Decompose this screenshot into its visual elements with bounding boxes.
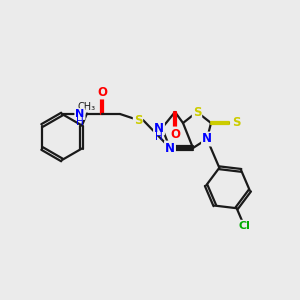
Text: N: N xyxy=(202,133,212,146)
Text: CH₃: CH₃ xyxy=(78,101,96,112)
Text: Cl: Cl xyxy=(238,221,250,231)
Text: H: H xyxy=(155,132,163,142)
Text: N: N xyxy=(165,142,175,154)
Text: N: N xyxy=(75,109,85,119)
Text: S: S xyxy=(193,106,201,118)
Text: O: O xyxy=(97,85,107,98)
Text: N: N xyxy=(154,122,164,134)
Text: S: S xyxy=(134,113,142,127)
Text: S: S xyxy=(232,116,240,130)
Text: H: H xyxy=(76,117,84,127)
Text: O: O xyxy=(170,128,180,140)
